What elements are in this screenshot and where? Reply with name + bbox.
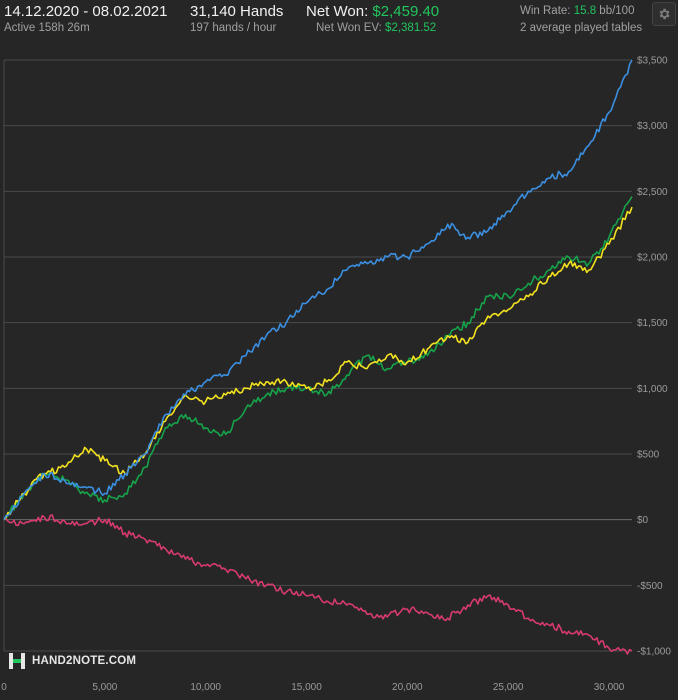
active-time: Active 158h 26m [4, 22, 90, 34]
y-tick-label: $2,000 [637, 253, 668, 264]
hands-per-hour: 197 hands / hour [190, 22, 277, 34]
net-won-ev-label: Net Won EV: [316, 22, 382, 34]
y-tick-label: $3,000 [637, 121, 668, 132]
y-tick-label: $3,500 [637, 56, 668, 67]
y-tick-label: $0 [637, 515, 649, 526]
average-tables: 2 average played tables [520, 22, 643, 34]
series-line-yellow [3, 206, 633, 521]
x-tick-label: 0 [1, 682, 7, 693]
h2n-logo-icon [9, 653, 25, 669]
x-tick-label: 15,000 [291, 682, 322, 693]
net-won-label: Net Won: [306, 3, 369, 20]
net-won-ev: Net Won EV: $2,381.52 [316, 22, 436, 34]
date-range: 14.12.2020 - 08.02.2021 [4, 3, 168, 20]
x-tick-label: 25,000 [493, 682, 524, 693]
grid-lines [3, 59, 632, 652]
win-rate: Win Rate: 15.8 bb/100 [520, 5, 634, 17]
x-tick-label: 10,000 [190, 682, 221, 693]
x-axis-labels: 0 5,000 10,000 15,000 20,000 25,000 30,000 [1, 682, 625, 693]
win-rate-value: 15.8 [573, 5, 597, 17]
x-tick-label: 5,000 [92, 682, 117, 693]
x-tick-label: 30,000 [594, 682, 625, 693]
gear-icon [659, 8, 670, 20]
brand-logo: HAND2NOTE.COM [8, 652, 136, 670]
win-rate-label: Win Rate: [520, 5, 571, 17]
y-tick-label: $2,500 [637, 187, 668, 198]
x-tick-label: 20,000 [392, 682, 423, 693]
y-tick-label: $1,000 [637, 384, 668, 395]
net-won: Net Won: $2,459.40 [306, 3, 439, 20]
win-rate-unit: bb/100 [599, 5, 635, 17]
net-won-ev-value: $2,381.52 [385, 22, 437, 34]
stats-header: 14.12.2020 - 08.02.2021 Active 158h 26m … [0, 0, 678, 40]
series-lines [3, 59, 633, 655]
series-line-green [3, 196, 633, 521]
y-axis-labels: -$1,000 -$500 $0 $500 $1,000 $1,500 $2,000 $2,5… [637, 56, 671, 658]
y-tick-label: -$1,000 [637, 647, 671, 658]
hands-count: 31,140 Hands [190, 3, 284, 20]
series-line-blue [3, 59, 633, 521]
settings-button[interactable] [652, 2, 676, 26]
brand-name: HAND2NOTE.COM [32, 655, 137, 667]
y-tick-label: $1,500 [637, 318, 668, 329]
y-tick-label: -$500 [637, 581, 663, 592]
net-won-value: $2,459.40 [372, 3, 440, 20]
y-tick-label: $500 [637, 450, 660, 461]
series-line-pink [3, 514, 633, 655]
